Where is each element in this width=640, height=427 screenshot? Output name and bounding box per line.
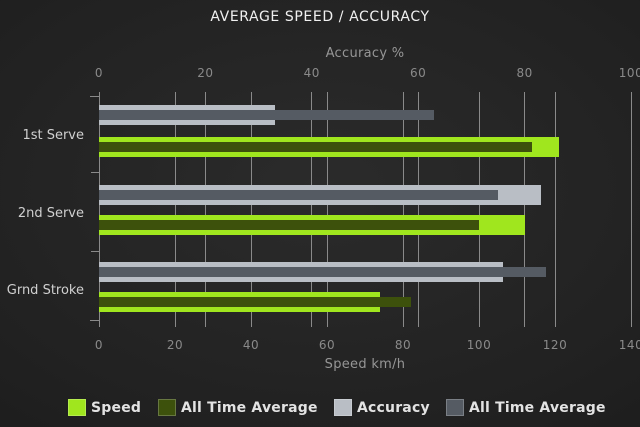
gridline-accuracy (524, 92, 526, 327)
bar-all-time-average-2nd-serve (99, 220, 479, 230)
gridline-speed (402, 92, 404, 327)
legend-label: Accuracy (357, 399, 430, 416)
legend-label: Speed (91, 399, 142, 416)
category-label-grnd-stroke: Grnd Stroke (6, 283, 84, 298)
tick-label-accuracy: 40 (303, 66, 320, 80)
gridline-accuracy (204, 92, 206, 327)
tick-label-accuracy: 0 (94, 66, 104, 80)
gridline-accuracy (417, 92, 419, 327)
bar-all-time-average-1st-serve (99, 142, 532, 152)
tick-label-speed: 100 (466, 338, 492, 352)
legend-item-accuracy-accuracy: Accuracy (334, 399, 430, 416)
tick-label-speed: 120 (542, 338, 568, 352)
legend-item-speed-speed: Speed (68, 399, 141, 416)
legend-swatch-all-time-average (158, 399, 176, 416)
tick-label-speed: 80 (394, 338, 412, 352)
tick-label-speed: 60 (318, 338, 336, 352)
legend-item-all-time-average-accuracy: All Time Average (446, 399, 606, 416)
axis-category-tick (91, 251, 100, 252)
legend-label: All Time Average (181, 399, 318, 416)
axis-category-tick (91, 172, 100, 173)
gridline-speed (250, 92, 252, 327)
legend-label: All Time Average (469, 399, 606, 416)
tick-label-speed: 140 (618, 338, 640, 352)
legend-swatch-accuracy (334, 399, 352, 416)
category-label-1st-serve: 1st Serve (22, 128, 84, 143)
tick-label-speed: 40 (242, 338, 260, 352)
legend-swatch-all-time-average (446, 399, 464, 416)
gridline-accuracy (98, 92, 100, 327)
tick-label-accuracy: 100 (618, 66, 640, 80)
legend-swatch-speed (68, 399, 86, 416)
tick-label-accuracy: 60 (410, 66, 427, 80)
tick-label-accuracy: 80 (516, 66, 533, 80)
legend-item-all-time-average-speed: All Time Average (158, 399, 318, 416)
axis-corner-bottom-tick (90, 320, 100, 321)
gridline-speed (326, 92, 328, 327)
tick-label-speed: 0 (94, 338, 104, 352)
bar-all-time-average-grnd-stroke (99, 297, 411, 307)
gridline-accuracy (311, 92, 313, 327)
gridline-speed (478, 92, 480, 327)
chart-title: AVERAGE SPEED / ACCURACY (210, 9, 430, 25)
tick-label-accuracy: 20 (197, 66, 214, 80)
bar-all-time-average-grnd-stroke (99, 267, 546, 277)
gridline-speed (174, 92, 176, 327)
gridline-accuracy (630, 92, 632, 327)
axis-corner-top-tick (90, 96, 100, 97)
bar-all-time-average-1st-serve (99, 110, 434, 120)
category-label-2nd-serve: 2nd Serve (17, 206, 84, 221)
bottom-axis-title: Speed km/h (324, 357, 406, 372)
bar-all-time-average-2nd-serve (99, 190, 498, 200)
tick-label-speed: 20 (166, 338, 184, 352)
gridline-speed (554, 92, 556, 327)
top-axis-title: Accuracy % (325, 46, 405, 61)
